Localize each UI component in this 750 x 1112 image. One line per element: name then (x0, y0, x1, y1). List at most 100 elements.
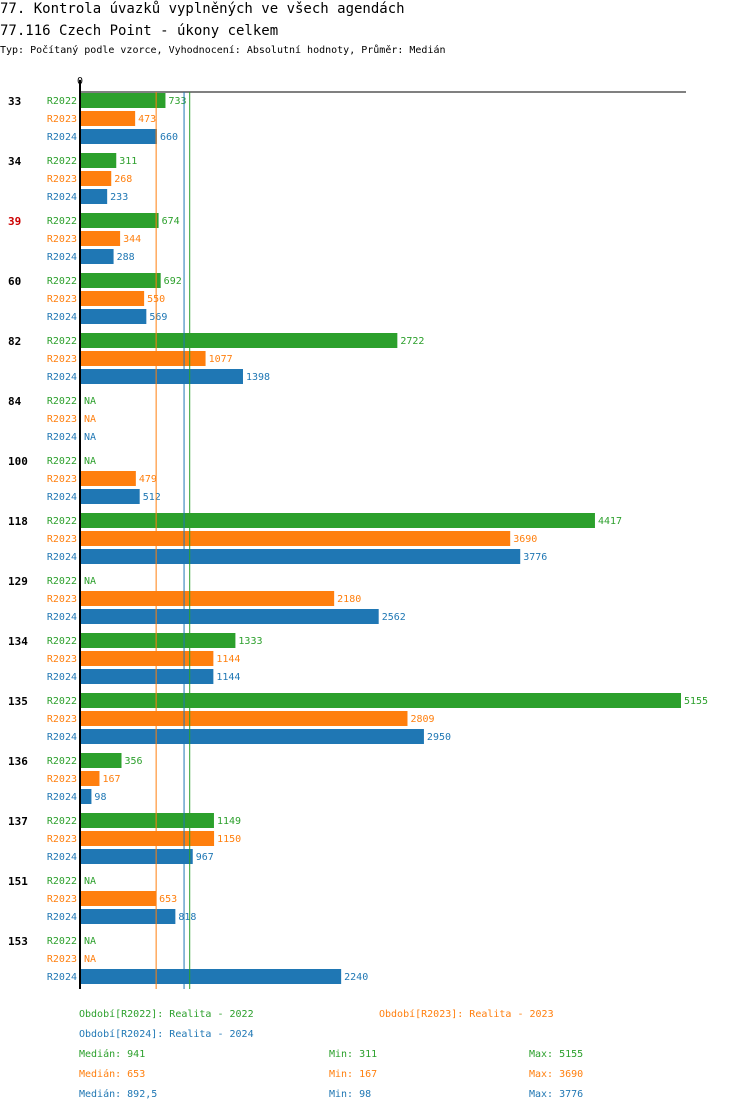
series-label: R2023 (47, 474, 77, 485)
bar-value-label: 167 (102, 774, 120, 785)
legend-r2023: Období[R2023]: Realita - 2023 (379, 1009, 554, 1020)
na-label: NA (84, 432, 96, 443)
na-label: NA (84, 954, 96, 965)
bar (80, 369, 243, 384)
bar (80, 513, 595, 528)
series-label: R2023 (47, 354, 77, 365)
bar (80, 351, 206, 366)
bar-value-label: 1077 (209, 354, 233, 365)
series-label: R2022 (47, 336, 77, 347)
bar-value-label: 733 (168, 96, 186, 107)
na-label: NA (84, 414, 96, 425)
na-label: NA (84, 936, 96, 947)
bar (80, 789, 92, 804)
series-label: R2024 (47, 972, 77, 983)
stat-max-r2023: Max: 3690 (529, 1069, 584, 1080)
series-label: R2023 (47, 834, 77, 845)
group-label: 137 (8, 815, 28, 828)
bar (80, 231, 121, 246)
stat-median-r2024: Medián: 892,5 (79, 1089, 158, 1100)
bar (80, 753, 122, 768)
group-label: 153 (8, 935, 28, 948)
series-label: R2022 (47, 96, 77, 107)
group-label: 136 (8, 755, 28, 768)
series-label: R2022 (47, 936, 77, 947)
bar-value-label: 98 (94, 792, 106, 803)
bar (80, 153, 117, 168)
series-label: R2022 (47, 876, 77, 887)
bar (80, 771, 100, 786)
stat-max-r2022: Max: 5155 (529, 1049, 584, 1060)
bar-value-label: 818 (178, 912, 196, 923)
bar (80, 651, 214, 666)
bar (80, 813, 214, 828)
series-label: R2023 (47, 234, 77, 245)
series-label: R2022 (47, 816, 77, 827)
bar-value-label: 692 (164, 276, 182, 287)
series-label: R2022 (47, 156, 77, 167)
bar-value-label: 1149 (217, 816, 241, 827)
series-label: R2023 (47, 294, 77, 305)
bar-value-label: 674 (162, 216, 180, 227)
bar (80, 591, 335, 606)
bar (80, 891, 157, 906)
series-label: R2022 (47, 636, 77, 647)
bar-value-label: 1398 (246, 372, 270, 383)
bar (80, 831, 215, 846)
na-label: NA (84, 396, 96, 407)
bar-value-label: 569 (149, 312, 167, 323)
bar (80, 93, 166, 108)
series-label: R2024 (47, 252, 77, 263)
series-label: R2024 (47, 432, 77, 443)
group-label: 118 (8, 515, 28, 528)
legend-r2024: Období[R2024]: Realita - 2024 (79, 1029, 254, 1040)
bar (80, 291, 145, 306)
bar-value-label: 344 (123, 234, 141, 245)
bar-value-label: 2809 (410, 714, 434, 725)
bar (80, 189, 108, 204)
bar (80, 909, 176, 924)
bar (80, 729, 424, 744)
group-label: 34 (8, 155, 22, 168)
bar-value-label: 3776 (523, 552, 547, 563)
series-label: R2022 (47, 576, 77, 587)
bar (80, 471, 136, 486)
series-label: R2024 (47, 192, 77, 203)
series-label: R2022 (47, 216, 77, 227)
bar (80, 309, 147, 324)
bar (80, 273, 161, 288)
na-label: NA (84, 456, 96, 467)
bar (80, 711, 408, 726)
bar-value-label: 2180 (337, 594, 361, 605)
bar (80, 669, 214, 684)
bar-value-label: 1150 (217, 834, 241, 845)
stat-max-r2024: Max: 3776 (529, 1089, 584, 1100)
bar-value-label: 5155 (684, 696, 708, 707)
series-label: R2022 (47, 396, 77, 407)
group-label: 151 (8, 875, 28, 888)
bar-value-label: 288 (117, 252, 135, 263)
bar (80, 249, 114, 264)
series-label: R2024 (47, 672, 77, 683)
group-label: 60 (8, 275, 21, 288)
series-label: R2022 (47, 516, 77, 527)
stat-median-r2022: Medián: 941 (79, 1049, 146, 1060)
group-label: 100 (8, 455, 28, 468)
na-label: NA (84, 576, 96, 587)
bar-value-label: 2722 (400, 336, 424, 347)
chart-subtitle: Typ: Počítaný podle vzorce, Vyhodnocení:… (0, 45, 446, 56)
series-label: R2024 (47, 312, 77, 323)
series-label: R2023 (47, 174, 77, 185)
series-label: R2023 (47, 954, 77, 965)
chart-title-line1: 77. Kontrola úvazků vyplněných ve všech … (0, 1, 405, 17)
series-label: R2024 (47, 612, 77, 623)
bar-value-label: 4417 (598, 516, 622, 527)
bar (80, 129, 157, 144)
bar (80, 969, 342, 984)
stat-min-r2024: Min: 98 (329, 1089, 372, 1100)
series-label: R2023 (47, 534, 77, 545)
group-label: 39 (8, 215, 21, 228)
series-label: R2024 (47, 792, 77, 803)
bar (80, 489, 140, 504)
group-label: 135 (8, 695, 28, 708)
